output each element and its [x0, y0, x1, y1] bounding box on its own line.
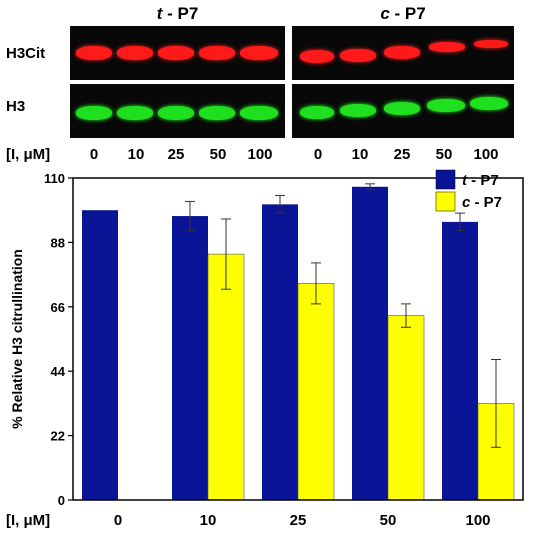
bars-layer [82, 186, 515, 501]
legend-swatch-c-p7 [435, 191, 456, 212]
legend-label-c-p7: c - P7 [462, 194, 502, 211]
legend-label-c-suffix: - P7 [470, 194, 502, 211]
band-t-h3-25 [158, 106, 194, 120]
blot-lane-label: 100 [473, 146, 499, 163]
x-tick-label: 25 [290, 512, 307, 529]
band-t-h3cit-10 [117, 46, 153, 60]
blot-title-right: c - P7 [292, 4, 514, 24]
x-axis-concentration-label: [I, μM] [6, 512, 50, 529]
band-t-h3cit-100 [240, 46, 278, 60]
blot-lane-label: 10 [127, 146, 145, 163]
x-tick-label: 50 [380, 512, 397, 529]
blot-lane-label: 10 [351, 146, 369, 163]
legend-label-t-suffix: - P7 [467, 172, 499, 189]
y-tick-label: 22 [51, 429, 65, 444]
y-tick-label: 0 [58, 493, 65, 508]
bar-c-p7 [297, 283, 335, 501]
legend-label-t-p7: t - P7 [462, 172, 499, 189]
band-c-h3cit-25 [384, 46, 420, 59]
bar-c-p7 [207, 253, 245, 501]
blot-lane-label: 0 [313, 146, 323, 163]
blot-panel-t-h3cit [70, 26, 285, 80]
band-t-h3-10 [117, 106, 153, 120]
bar-t-p7 [172, 216, 208, 500]
band-t-h3-50 [199, 106, 235, 120]
blot-title-left: t - P7 [70, 4, 285, 24]
blot-lane-label: 100 [247, 146, 273, 163]
legend-label-t-prefix: t [462, 172, 468, 189]
band-t-h3-100 [240, 106, 278, 120]
band-c-h3-0 [300, 106, 334, 119]
blot-lane-label: 50 [435, 146, 453, 163]
legend-swatch-t-p7 [435, 169, 456, 190]
y-tick-label: 88 [51, 235, 65, 250]
band-c-h3cit-50 [429, 42, 465, 52]
blot-title-right-suffix: - P7 [389, 4, 426, 23]
error-bars-layer [185, 183, 501, 448]
blot-panel-t-h3 [70, 84, 285, 138]
blot-lane-label: 25 [393, 146, 411, 163]
y-tick-label: 110 [44, 171, 65, 186]
x-tick-label: 0 [114, 512, 122, 529]
band-c-h3-10 [340, 104, 376, 117]
blot-title-right-prefix: c [380, 4, 390, 23]
bar-t-p7 [352, 186, 388, 501]
band-c-h3-25 [384, 102, 420, 115]
band-t-h3-0 [76, 106, 112, 120]
legend-label-c-prefix: c [462, 194, 471, 211]
blot-conc-label: [I, μM] [6, 146, 51, 163]
x-tick-label: 10 [200, 512, 217, 529]
band-c-h3-100 [470, 97, 508, 110]
blot-title-left-prefix: t [156, 4, 163, 23]
bar-t-p7 [442, 221, 478, 500]
row-label-h3cit: H3Cit [6, 45, 46, 62]
bar-t-p7 [82, 210, 118, 500]
y-tick-label: 66 [51, 300, 65, 315]
legend: t - P7 c - P7 [435, 169, 502, 212]
bar-t-p7 [262, 204, 298, 500]
band-c-h3cit-10 [340, 49, 376, 62]
band-c-h3cit-0 [300, 50, 334, 63]
x-tick-labels-layer: 0 10 25 50 100 [114, 512, 491, 529]
y-ticks-layer: 0 22 44 66 88 110 [44, 171, 73, 508]
band-c-h3-50 [427, 99, 465, 112]
y-axis-label: % Relative H3 citrullination [9, 249, 25, 429]
blot-lane-label: 25 [167, 146, 185, 163]
band-t-h3cit-0 [76, 46, 112, 60]
y-tick-label: 44 [51, 364, 66, 379]
blot-lane-label: 0 [89, 146, 99, 163]
blot-panel-c-h3 [292, 84, 514, 138]
band-t-h3cit-25 [158, 46, 194, 60]
band-t-h3cit-50 [199, 46, 235, 60]
x-tick-label: 100 [465, 512, 490, 529]
bar-chart: 0 22 44 66 88 110 % Relative H3 citrullinatio… [6, 169, 524, 529]
blot-lane-label: 50 [209, 146, 227, 163]
row-label-h3: H3 [6, 98, 26, 115]
band-c-h3cit-100 [474, 40, 508, 48]
blot-title-left-suffix: - P7 [162, 4, 199, 23]
blot-panel-c-h3cit [292, 26, 514, 80]
bar-c-p7 [387, 315, 425, 501]
plot-frame [72, 177, 524, 501]
